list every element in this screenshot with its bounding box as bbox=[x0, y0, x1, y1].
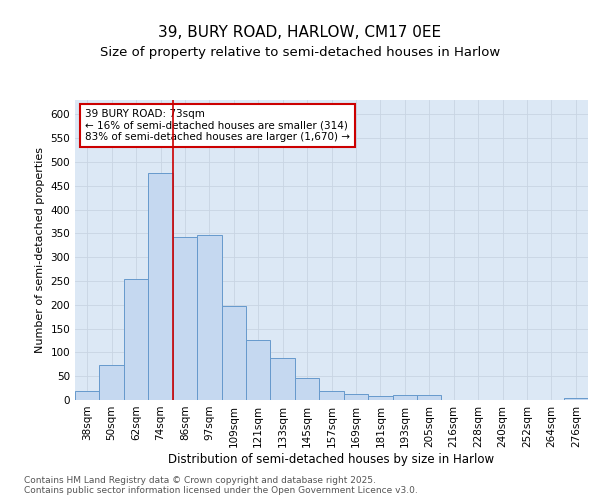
Bar bbox=[100, 365, 124, 400]
Text: 39 BURY ROAD: 73sqm
← 16% of semi-detached houses are smaller (314)
83% of semi-: 39 BURY ROAD: 73sqm ← 16% of semi-detach… bbox=[85, 109, 350, 142]
Bar bbox=[124, 278, 148, 400]
Bar bbox=[368, 396, 392, 400]
X-axis label: Distribution of semi-detached houses by size in Harlow: Distribution of semi-detached houses by … bbox=[169, 452, 494, 466]
Bar bbox=[344, 394, 368, 400]
Y-axis label: Number of semi-detached properties: Number of semi-detached properties bbox=[35, 147, 45, 353]
Bar bbox=[319, 392, 344, 400]
Bar bbox=[246, 340, 271, 400]
Bar bbox=[563, 398, 588, 400]
Bar bbox=[271, 358, 295, 400]
Text: Size of property relative to semi-detached houses in Harlow: Size of property relative to semi-detach… bbox=[100, 46, 500, 59]
Text: Contains HM Land Registry data © Crown copyright and database right 2025.
Contai: Contains HM Land Registry data © Crown c… bbox=[24, 476, 418, 495]
Bar bbox=[148, 173, 173, 400]
Bar bbox=[75, 392, 100, 400]
Text: 39, BURY ROAD, HARLOW, CM17 0EE: 39, BURY ROAD, HARLOW, CM17 0EE bbox=[158, 25, 442, 40]
Bar bbox=[197, 235, 221, 400]
Bar bbox=[295, 378, 319, 400]
Bar bbox=[173, 236, 197, 400]
Bar bbox=[417, 395, 442, 400]
Bar bbox=[392, 395, 417, 400]
Bar bbox=[221, 306, 246, 400]
